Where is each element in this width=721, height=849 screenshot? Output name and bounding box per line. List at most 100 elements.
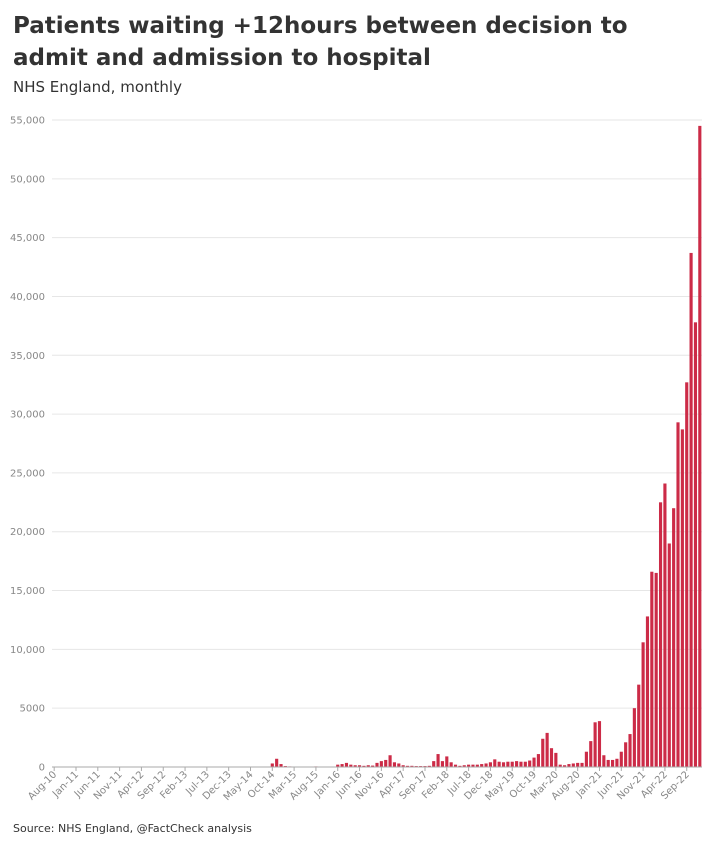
bar [628, 734, 632, 767]
bar [658, 502, 663, 767]
bar [336, 764, 340, 767]
bar [672, 508, 676, 767]
bar [563, 765, 567, 767]
bar [606, 759, 610, 767]
bar [432, 761, 436, 767]
bar [545, 732, 549, 767]
bar [523, 761, 527, 767]
bar [279, 764, 283, 767]
bar [353, 765, 357, 767]
bar [663, 483, 667, 767]
bar [549, 748, 554, 767]
bar [384, 759, 388, 767]
bar [680, 429, 684, 767]
x-tick-label: Aug-10 [26, 769, 59, 802]
bar [493, 759, 497, 767]
bar [501, 762, 506, 767]
bar-chart: 0 5000 10,000 15,000 20,000 25,000 30,000 35,00… [10, 116, 702, 803]
bars [118, 125, 702, 767]
bar [453, 764, 458, 767]
bar [589, 741, 593, 767]
gridlines [52, 119, 702, 709]
bar [440, 761, 445, 767]
bar [458, 765, 462, 767]
bar [532, 757, 536, 767]
y-tick-label: 40,000 [10, 292, 45, 303]
bar [576, 762, 580, 767]
bar [449, 762, 453, 767]
bar [632, 708, 636, 767]
chart-title: Patients waiting +12hours between decisi… [13, 13, 628, 71]
bar [475, 764, 479, 767]
bar [462, 765, 466, 767]
bar [536, 754, 540, 767]
bar [436, 754, 440, 767]
y-tick-label: 50,000 [10, 174, 45, 185]
bar [685, 382, 689, 767]
y-tick-label: 35,000 [10, 351, 45, 362]
bar [506, 761, 510, 767]
bar [270, 763, 274, 767]
bar [388, 755, 392, 767]
bar [698, 125, 702, 767]
bar [693, 322, 698, 767]
bar [397, 763, 401, 767]
bar [410, 765, 414, 767]
bar [571, 763, 575, 767]
bar [558, 764, 562, 767]
bar [484, 763, 488, 767]
bar [275, 758, 279, 767]
bar [427, 765, 431, 767]
bar [357, 765, 362, 767]
y-tick-label: 55,000 [10, 116, 45, 127]
bar [624, 742, 628, 767]
bar [528, 760, 532, 767]
bar [480, 764, 484, 767]
bar [344, 762, 349, 767]
bar [554, 752, 558, 767]
y-tick-label: 25,000 [10, 468, 45, 479]
bar [654, 572, 658, 767]
bar [405, 765, 410, 767]
y-tick-label: 5000 [20, 704, 45, 715]
bar [645, 616, 650, 767]
bar [340, 764, 344, 767]
bar [519, 761, 523, 767]
bar [641, 642, 645, 767]
bar [593, 722, 597, 767]
bar [676, 422, 680, 767]
bar [667, 543, 671, 767]
bar [580, 762, 584, 767]
y-axis-labels: 0 5000 10,000 15,000 20,000 25,000 30,000 35,00… [10, 116, 45, 774]
bar [349, 764, 353, 767]
y-tick-label: 10,000 [10, 645, 45, 656]
bar [515, 761, 519, 767]
bar [392, 762, 397, 767]
bar [445, 756, 449, 767]
bar [567, 764, 571, 767]
bar [584, 751, 588, 767]
bar [471, 764, 475, 767]
y-tick-label: 15,000 [10, 586, 45, 597]
bar [597, 721, 602, 767]
bar [375, 762, 379, 767]
y-tick-label: 30,000 [10, 410, 45, 421]
bar [619, 751, 623, 767]
bar [497, 761, 501, 767]
bar [650, 571, 654, 767]
chart-subtitle: NHS England, monthly [13, 78, 182, 96]
bar [366, 765, 370, 767]
bar [615, 758, 619, 767]
bar [401, 765, 405, 767]
x-axis-labels: Aug-10Jan-11Jun-11Nov-11Apr-12Sep-12Feb-… [26, 767, 692, 803]
bar [379, 761, 383, 767]
bar [362, 765, 366, 767]
bar [637, 684, 641, 767]
bar [689, 252, 693, 767]
bar [371, 765, 375, 767]
bar [611, 759, 615, 767]
bar [510, 761, 514, 767]
bar [467, 764, 471, 767]
bar [541, 738, 545, 767]
bar [488, 762, 492, 767]
